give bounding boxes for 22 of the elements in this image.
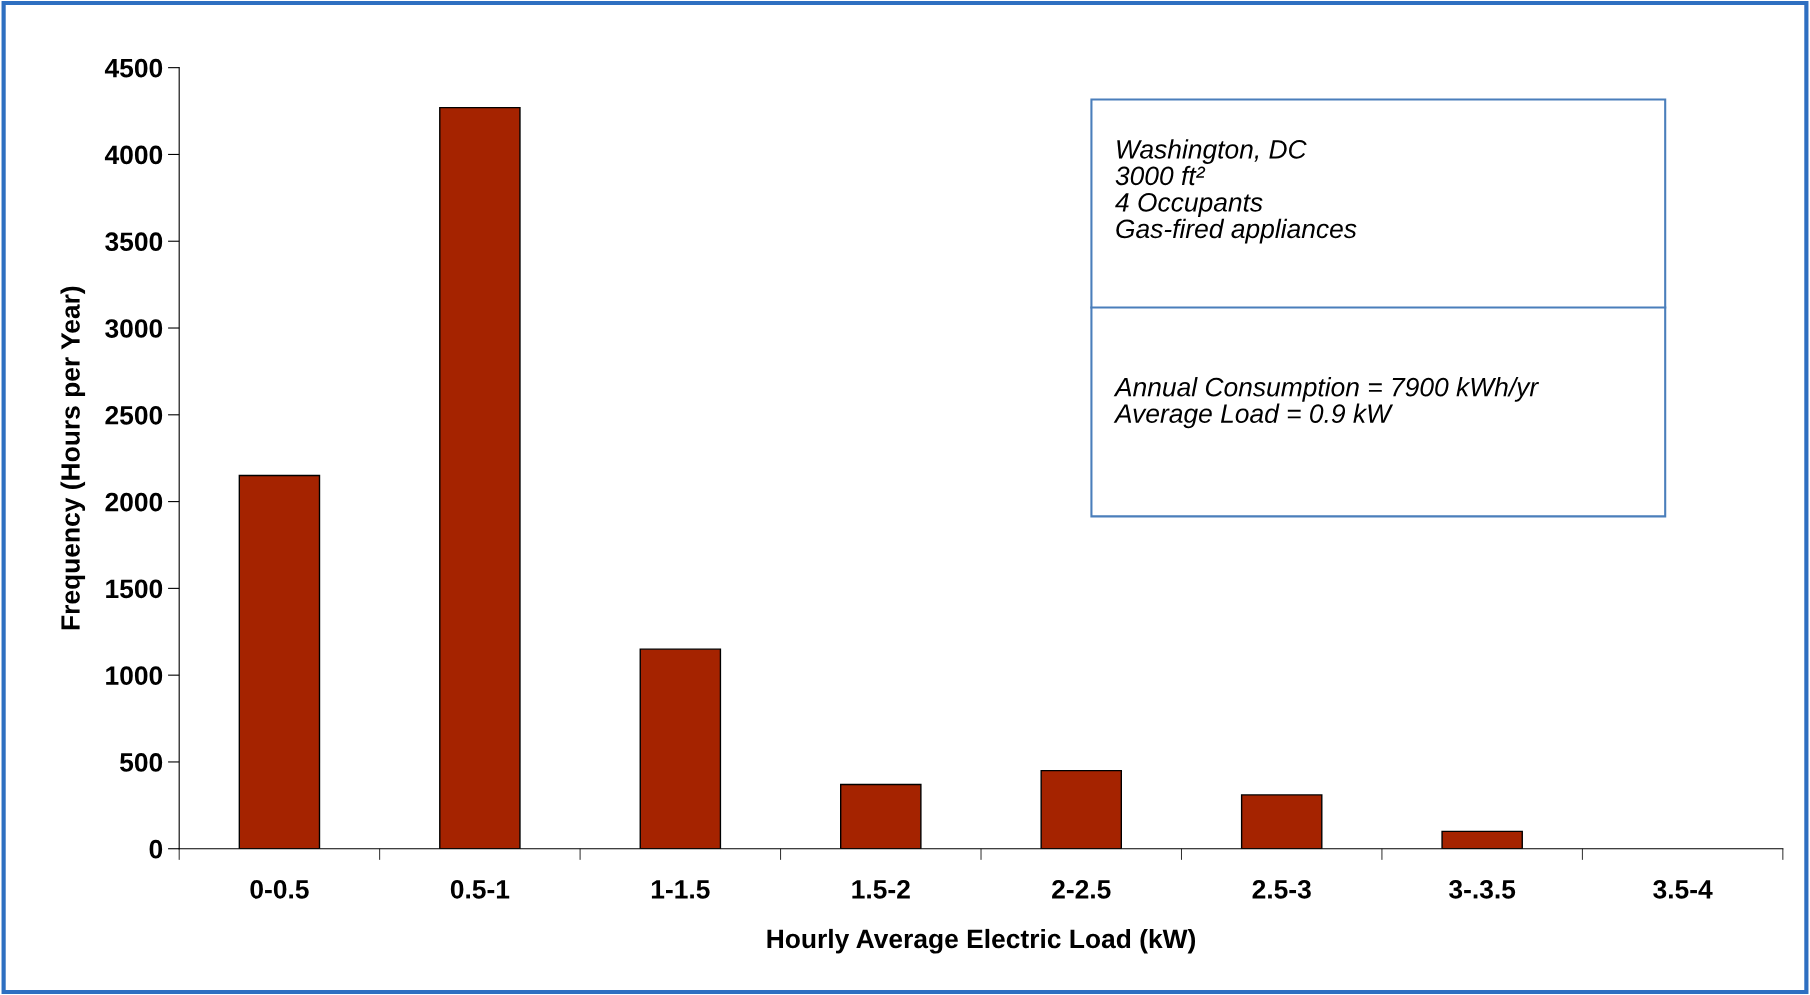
y-tick-label: 2000 bbox=[105, 492, 163, 512]
x-tick-label: 0.5-1 bbox=[450, 879, 510, 899]
x-tick-label: 1-1.5 bbox=[651, 880, 710, 899]
x-tick-label: 2-2.5 bbox=[1052, 879, 1111, 899]
y-tick-label: 0 bbox=[149, 839, 163, 859]
y-tick-label: 500 bbox=[120, 753, 163, 772]
y-tick-label: 3500 bbox=[105, 232, 163, 252]
y-tick-label: 4000 bbox=[104, 145, 163, 165]
y-tick-label: 3000 bbox=[105, 319, 163, 338]
x-tick-label: 2.5-3 bbox=[1252, 879, 1311, 899]
y-tick-label: 2500 bbox=[105, 405, 163, 425]
x-axis-title: Hourly Average Electric Load (kW) bbox=[767, 928, 1196, 954]
y-tick-label: 1000 bbox=[106, 666, 163, 685]
y-tick-label: 1500 bbox=[106, 579, 163, 599]
annotation: Annual Consumption = 7900 kWh/yr Average Load = 0.9 kW bbox=[1113, 377, 1540, 429]
x-tick-label: 3.5-4 bbox=[1653, 879, 1713, 899]
y-axis-title: Frequency (Hours per Year) bbox=[60, 286, 86, 630]
x-tick-label: 1.5-2 bbox=[852, 879, 910, 899]
x-tick-label: 0-0.5 bbox=[250, 879, 309, 899]
annotation: Washington, DC 3000 ft² 4 Occupants Gas-fired appliances bbox=[1115, 139, 1357, 244]
x-tick-label: 3-.3.5 bbox=[1449, 879, 1516, 899]
y-tick-label: 4500 bbox=[104, 58, 163, 78]
